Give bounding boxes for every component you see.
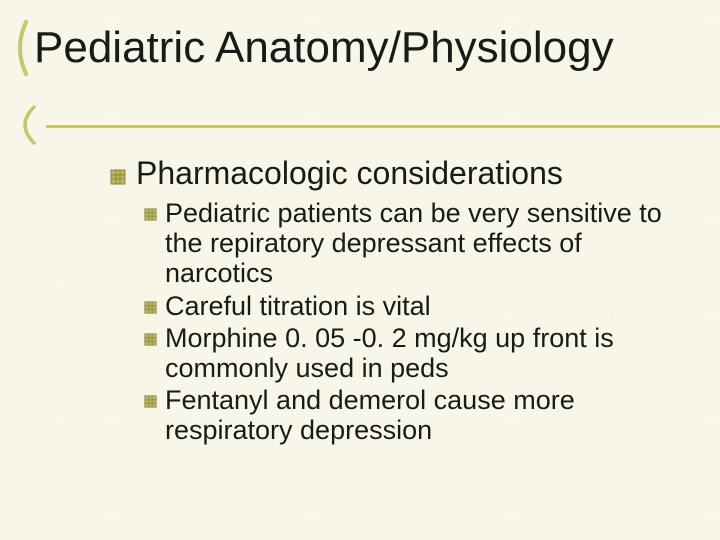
level1-item: Pharmacologic considerations [110, 155, 680, 192]
level2-text: Careful titration is vital [165, 291, 431, 321]
level2-item: Pediatric patients can be very sensitive… [144, 198, 680, 289]
hash-bullet-icon [144, 395, 157, 408]
level2-text: Fentanyl and demerol cause more respirat… [165, 385, 680, 445]
level2-item: Morphine 0. 05 -0. 2 mg/kg up front is c… [144, 323, 680, 383]
level2-text: Morphine 0. 05 -0. 2 mg/kg up front is c… [165, 323, 680, 383]
underline-line [46, 125, 720, 128]
underline-arc-icon [10, 105, 48, 147]
title-underline [10, 105, 720, 147]
level1-text: Pharmacologic considerations [136, 155, 563, 192]
level2-list: Pediatric patients can be very sensitive… [144, 198, 680, 446]
level2-item: Fentanyl and demerol cause more respirat… [144, 385, 680, 445]
content-area: Pharmacologic considerations Pediatric p… [110, 155, 680, 448]
slide-title: Pediatric Anatomy/Physiology [34, 25, 614, 71]
level2-text: Pediatric patients can be very sensitive… [165, 198, 680, 289]
hash-bullet-icon [144, 333, 157, 346]
level2-item: Careful titration is vital [144, 291, 680, 321]
hash-bullet-icon [144, 208, 157, 221]
hash-bullet-icon [144, 301, 157, 314]
hash-bullet-icon [110, 169, 126, 185]
title-row: Pediatric Anatomy/Physiology [10, 18, 700, 78]
title-arc-icon [10, 18, 32, 78]
slide: Pediatric Anatomy/Physiology Pharmacolog… [0, 0, 720, 540]
